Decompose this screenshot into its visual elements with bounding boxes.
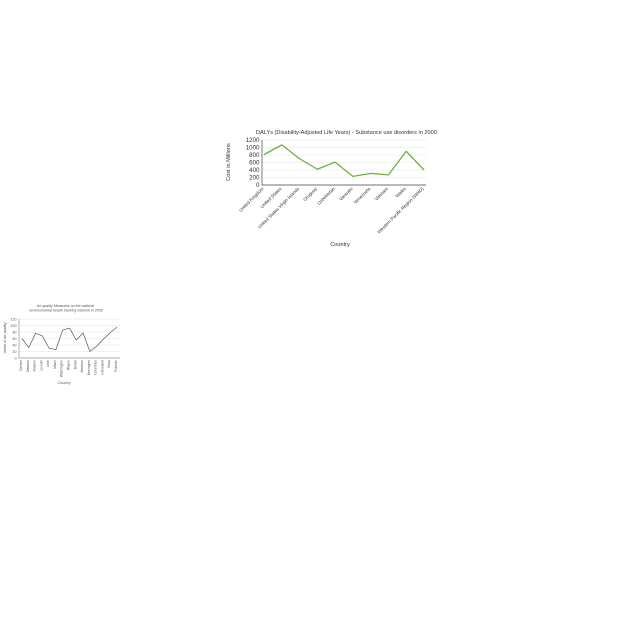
x-tick-label: Utah (46, 360, 50, 367)
x-tick-label: Uruguay (302, 186, 318, 202)
chart-air-quality: Air quality Measures on the national env… (0, 302, 124, 388)
y-tick-label: 100 (11, 324, 17, 328)
x-tick-label: Columbus (94, 360, 98, 375)
x-tick-label: Vietnam (374, 186, 390, 202)
chart-air-quality-svg: Air quality Measures on the national env… (3, 304, 120, 385)
x-tick-label: Miami (53, 360, 57, 369)
x-tick-label: United Kingdom (238, 186, 265, 213)
chart-title: DALYs (Disability-Adjusted Life Years) -… (256, 130, 437, 136)
x-tick-label: Venezuela (353, 186, 372, 205)
y-tick-label: 80 (13, 330, 17, 334)
chart-title-line-2: environmental health tracking network in… (29, 309, 102, 313)
y-tick-label: 1000 (246, 145, 260, 152)
y-tick-label: 0 (256, 182, 260, 189)
y-tick-label: 200 (249, 175, 260, 182)
x-tick-label: Lincoln (39, 360, 43, 371)
y-tick-label: 800 (249, 152, 260, 159)
x-tick-label: Barrington (87, 360, 91, 375)
y-tick-label: 600 (249, 160, 260, 167)
x-tick-label: Franklin (114, 360, 118, 372)
chart-dalys: DALYs (Disability-Adjusted Life Years) -… (222, 124, 437, 252)
y-tick-label: 60 (13, 337, 17, 341)
x-tick-label: Wales (394, 186, 407, 199)
x-tick-labels: Denver Dawson Hudson Lincoln Utah Miami Washin… (19, 359, 118, 377)
y-tick-label: 0 (15, 356, 17, 360)
x-tick-label: Madison (80, 360, 84, 373)
x-tick-label: Wayne (67, 360, 71, 370)
x-tick-label: Dawson (26, 360, 30, 372)
y-tick-label: 20 (13, 350, 17, 354)
gridlines (19, 318, 120, 359)
gridlines (262, 139, 426, 186)
x-tick-label: Washington (60, 360, 64, 377)
chart-title-line-1: Air quality Measures on the national (36, 304, 94, 308)
y-tick-label: 40 (13, 343, 17, 347)
x-tick-label: Hudson (33, 360, 37, 372)
x-tick-label: Vanuatu (338, 186, 354, 202)
y-tick-label: 120 (11, 317, 17, 321)
x-tick-label: Cleveland (100, 360, 104, 375)
series-lines (263, 144, 425, 178)
series-line (263, 144, 425, 178)
x-axis-label: Country (330, 242, 350, 248)
x-tick-label: Denver (19, 359, 23, 371)
y-tick-label: 400 (249, 167, 260, 174)
y-axis-label: Cost in Millions (226, 143, 232, 181)
x-tick-label: Sioux (107, 360, 111, 369)
chart-dalys-svg: DALYs (Disability-Adjusted Life Years) -… (226, 130, 437, 248)
series-line (21, 326, 118, 352)
series-lines (21, 326, 118, 352)
x-tick-label: Bristol (73, 360, 77, 369)
y-tick-labels: 120 100 80 60 40 20 0 (11, 317, 17, 360)
chart-title: Air quality Measures on the national env… (29, 304, 102, 313)
y-axis-label: Value of air quality (3, 322, 7, 353)
x-tick-label: Uzbekistan (316, 186, 336, 206)
x-axis-label: Country (57, 381, 70, 385)
y-tick-label: 1200 (246, 137, 260, 144)
